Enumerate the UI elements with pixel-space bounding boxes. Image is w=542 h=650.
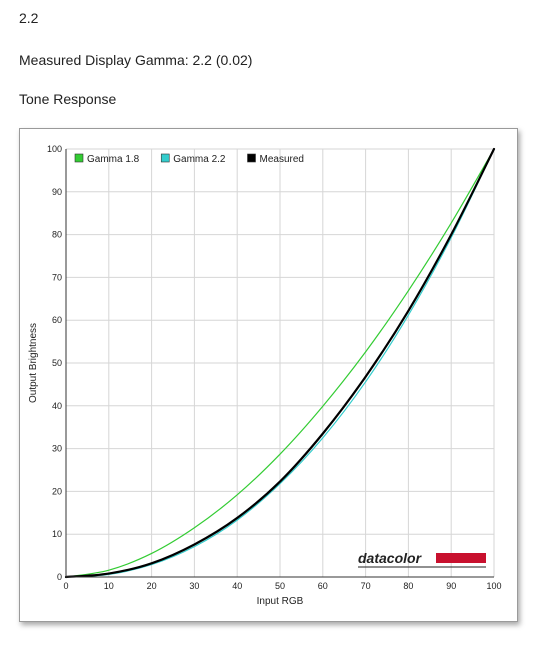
section-title: Tone Response bbox=[19, 91, 117, 107]
legend-label-measured: Measured bbox=[260, 154, 304, 165]
legend-swatch-gamma-1-8 bbox=[74, 153, 84, 163]
y-tick-label: 30 bbox=[52, 444, 62, 454]
x-tick-label: 40 bbox=[232, 581, 242, 591]
legend-swatch-gamma-2-2 bbox=[160, 153, 170, 163]
y-tick-label: 60 bbox=[52, 315, 62, 325]
y-tick-label: 0 bbox=[57, 572, 62, 582]
y-tick-label: 40 bbox=[52, 401, 62, 411]
x-tick-label: 0 bbox=[63, 581, 68, 591]
x-tick-label: 80 bbox=[403, 581, 413, 591]
y-tick-label: 50 bbox=[52, 358, 62, 368]
logo-accent-bar bbox=[436, 553, 486, 563]
tone-response-chart: Technews.lt 0102030405060708090100010203… bbox=[28, 144, 502, 607]
x-tick-label: 10 bbox=[104, 581, 114, 591]
series-group bbox=[64, 147, 496, 579]
series-line-measured bbox=[64, 147, 496, 579]
axes: 0 10 20 30 40 50 60 70 80 90 100 0 10 20 30 40 50 60 70 80 9… bbox=[28, 144, 502, 607]
logo-text: datacolor bbox=[358, 550, 423, 566]
y-tick-label: 10 bbox=[52, 529, 62, 539]
x-tick-label: 20 bbox=[147, 581, 157, 591]
chart-frame: Technews.lt 0102030405060708090100010203… bbox=[19, 128, 518, 622]
y-axis-title: Output Brightness bbox=[28, 323, 39, 403]
series-line-gamma-1-8 bbox=[65, 148, 495, 578]
legend-swatch-measured bbox=[247, 153, 256, 163]
series-line-gamma-2-2 bbox=[65, 148, 495, 578]
legend-label-gamma-2-2: Gamma 2.2 bbox=[173, 154, 226, 165]
x-tick-label: 50 bbox=[275, 581, 285, 591]
y-tick-label: 70 bbox=[52, 272, 62, 282]
x-tick-label: 60 bbox=[318, 581, 328, 591]
y-tick-label: 100 bbox=[47, 144, 62, 154]
x-axis-title: Input RGB bbox=[257, 596, 304, 607]
datacolor-logo: datacolor bbox=[358, 550, 486, 568]
x-tick-label: 100 bbox=[486, 581, 501, 591]
y-tick-label: 90 bbox=[52, 187, 62, 197]
y-tick-label: 20 bbox=[52, 486, 62, 496]
x-tick-label: 70 bbox=[361, 581, 371, 591]
x-tick-label: 30 bbox=[189, 581, 199, 591]
gamma-value: 2.2 bbox=[19, 10, 39, 26]
legend-label-gamma-1-8: Gamma 1.8 bbox=[87, 154, 140, 165]
x-tick-label: 90 bbox=[446, 581, 456, 591]
grid bbox=[65, 148, 495, 578]
measured-gamma-text: Measured Display Gamma: 2.2 (0.02) bbox=[19, 52, 253, 68]
legend: Gamma 1.8 Gamma 2.2 Measured bbox=[74, 153, 304, 165]
y-tick-label: 80 bbox=[52, 230, 62, 240]
